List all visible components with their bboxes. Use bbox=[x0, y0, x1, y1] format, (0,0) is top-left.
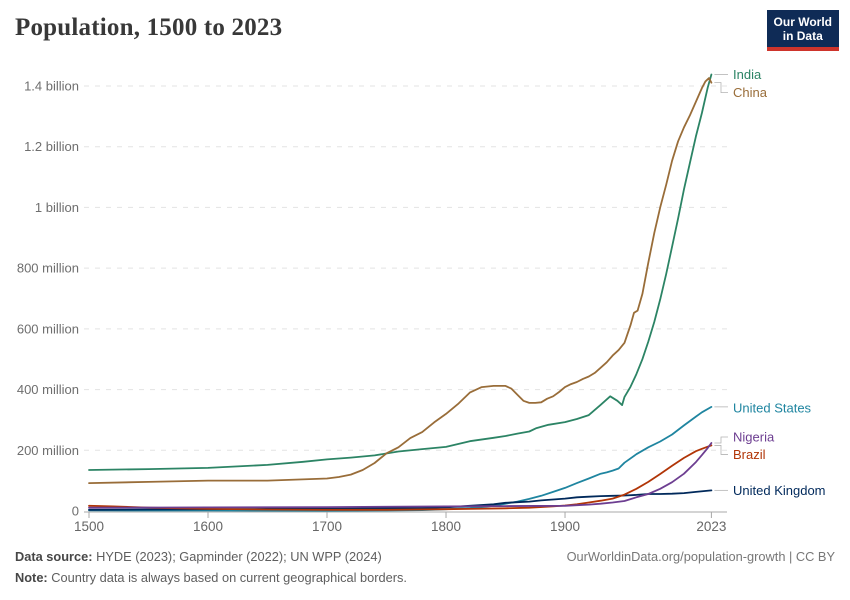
data-source-line: Data source: HYDE (2023); Gapminder (202… bbox=[15, 546, 407, 567]
x-tick-label-1600: 1600 bbox=[193, 519, 223, 534]
owid-logo-line1: Our World bbox=[773, 15, 832, 29]
series-label-united-kingdom[interactable]: United Kingdom bbox=[733, 483, 826, 498]
series-line-india bbox=[88, 73, 713, 471]
label-connector-nigeria bbox=[714, 436, 728, 444]
y-tick-label-1200: 1.2 billion bbox=[24, 139, 79, 154]
footer-left: Data source: HYDE (2023); Gapminder (202… bbox=[15, 546, 407, 588]
data-source-value: HYDE (2023); Gapminder (2022); UN WPP (2… bbox=[96, 549, 382, 564]
note-value: Country data is always based on current … bbox=[51, 570, 407, 585]
x-tick-label-1700: 1700 bbox=[312, 519, 342, 534]
note-label: Note: bbox=[15, 570, 48, 585]
y-tick-label-1000: 1 billion bbox=[35, 200, 79, 215]
chart-footer: Data source: HYDE (2023); Gapminder (202… bbox=[15, 546, 835, 588]
y-tick-label-200: 200 million bbox=[17, 443, 79, 458]
y-tick-label-1400: 1.4 billion bbox=[24, 79, 79, 94]
label-connector-china bbox=[714, 82, 728, 94]
x-tick-label-2023: 2023 bbox=[696, 519, 726, 534]
footer-link[interactable]: OurWorldinData.org/population-growth | C… bbox=[566, 549, 835, 564]
y-tick-label-600: 600 million bbox=[17, 321, 79, 336]
y-tick-label-0: 0 bbox=[72, 504, 79, 519]
series-label-india[interactable]: India bbox=[733, 67, 762, 82]
x-tick-label-1500: 1500 bbox=[74, 519, 104, 534]
y-tick-label-400: 400 million bbox=[17, 382, 79, 397]
owid-logo-line2: in Data bbox=[782, 29, 823, 43]
owid-logo[interactable]: Our World in Data bbox=[766, 10, 839, 51]
page-title: Population, 1500 to 2023 bbox=[15, 14, 283, 41]
note-line: Note: Country data is always based on cu… bbox=[15, 567, 407, 588]
series-line-china bbox=[88, 77, 713, 485]
series-line-nigeria bbox=[88, 442, 713, 509]
x-tick-label-1800: 1800 bbox=[431, 519, 461, 534]
series-label-united-states[interactable]: United States bbox=[733, 400, 812, 415]
data-source-label: Data source: bbox=[15, 549, 93, 564]
series-line-brazil bbox=[88, 444, 713, 511]
series-label-nigeria[interactable]: Nigeria bbox=[733, 430, 775, 445]
series-label-brazil[interactable]: Brazil bbox=[733, 447, 766, 462]
label-connector-brazil bbox=[714, 445, 728, 455]
series-label-china[interactable]: China bbox=[733, 85, 768, 100]
series-line-united-kingdom bbox=[88, 489, 713, 511]
y-tick-label-800: 800 million bbox=[17, 261, 79, 276]
x-tick-label-1900: 1900 bbox=[550, 519, 580, 534]
